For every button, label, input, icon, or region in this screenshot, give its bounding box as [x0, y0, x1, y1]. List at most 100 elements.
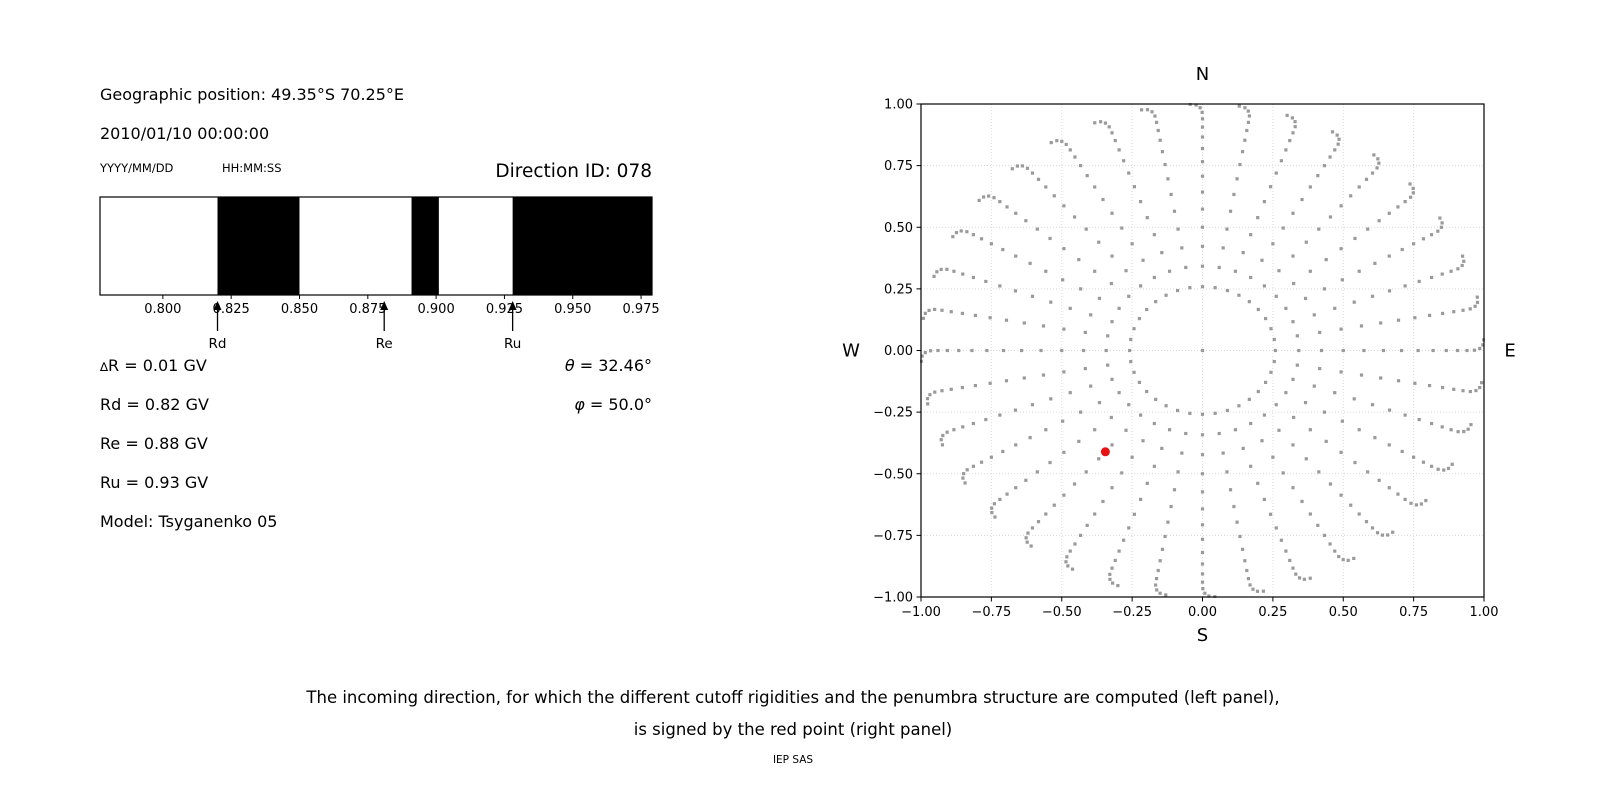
ray-dot [1387, 254, 1391, 258]
ray-dot [1200, 523, 1205, 527]
ray-dot [1200, 174, 1205, 178]
ray-dot [1139, 200, 1143, 204]
ray-dot [1139, 108, 1144, 112]
ray-dot [971, 464, 976, 468]
ray-dot [965, 468, 969, 472]
ray-dot [1291, 443, 1295, 447]
ray-dot [1362, 348, 1366, 353]
ray-dot [1200, 110, 1204, 114]
x-tick-label: 0.25 [1258, 605, 1287, 620]
ray-dot [1461, 308, 1465, 312]
ray-dot [1456, 348, 1460, 353]
ray-dot [1129, 359, 1133, 364]
ray-dot [1335, 133, 1339, 137]
theta-value: θ = 32.46° [500, 356, 652, 375]
ray-dot [1312, 313, 1316, 317]
ray-dot [979, 460, 984, 464]
ray-dot [1241, 251, 1245, 255]
ray-dot [1436, 229, 1440, 233]
penumbra-band [512, 197, 652, 295]
ray-dot [1460, 254, 1465, 258]
ray-dot [1093, 512, 1097, 516]
geographic-position-text: Geographic position: 49.35°S 70.25°E [100, 85, 405, 104]
ray-dot [1172, 488, 1177, 492]
ray-dot [1353, 460, 1357, 465]
ray-dot [920, 354, 924, 358]
ray-dot [1153, 114, 1157, 118]
theta-symbol: θ [564, 356, 575, 375]
ray-dot [1427, 383, 1432, 388]
ray-dot [1122, 538, 1126, 542]
x-tick-label: 1.00 [1470, 605, 1499, 620]
ray-dot [1232, 192, 1236, 197]
arrow-head-icon [508, 301, 517, 310]
ray-dot [1293, 125, 1297, 129]
ray-dot [1156, 128, 1160, 133]
ray-dot [1120, 471, 1124, 475]
phi-rest: = 50.0° [584, 395, 652, 414]
ray-dot [1039, 348, 1043, 353]
ray-dot [1403, 413, 1407, 417]
x-tick-label: −0.50 [1042, 605, 1082, 620]
ray-dot [1353, 236, 1357, 241]
ray-dot [1200, 550, 1205, 555]
y-tick-label: 0.25 [884, 282, 913, 297]
ray-dot [1141, 258, 1145, 262]
ray-dot [1308, 185, 1312, 189]
ray-dot [1137, 317, 1142, 321]
ray-dot [998, 200, 1002, 204]
delta-r-value: ∆R = 0.01 GV [100, 356, 207, 375]
ray-dot [1376, 157, 1380, 161]
ray-dot [1145, 389, 1149, 394]
ray-dot [1070, 567, 1075, 571]
ray-dot [1145, 108, 1150, 112]
ray-dot [1022, 321, 1026, 325]
ray-dot [1217, 265, 1221, 270]
ray-dot [1449, 269, 1453, 273]
ray-dot [1324, 258, 1328, 262]
caption-line-1: The incoming direction, for which the di… [306, 688, 1280, 707]
ray-dot [1436, 467, 1440, 471]
ray-dot [962, 472, 966, 476]
ray-dot [1200, 264, 1205, 268]
penumbra-x-axis: 0.800 0.825 0.850 0.875 0.900 0.925 0.950 0.975 [144, 295, 660, 317]
ray-dot [1241, 446, 1245, 450]
ray-dot [1304, 457, 1308, 461]
ray-dot [1272, 337, 1276, 342]
ray-dot [1104, 348, 1108, 353]
ray-dot [1449, 428, 1453, 432]
ray-dot [1473, 304, 1477, 308]
ray-dot [1024, 219, 1028, 223]
ray-dot [1380, 533, 1385, 537]
ray-dot [1291, 211, 1295, 215]
ray-dot [1417, 417, 1421, 422]
ray-dot [1020, 164, 1025, 168]
ray-dot [1145, 216, 1149, 220]
ray-dot [961, 425, 965, 429]
compass-label-n: N [1196, 64, 1209, 85]
ray-dot [954, 230, 959, 235]
ray-dot [1152, 275, 1156, 280]
ray-dot [1291, 254, 1295, 258]
ray-dot [1357, 185, 1361, 189]
x-tick-label: 0.800 [144, 302, 181, 317]
ray-dot [1001, 348, 1006, 353]
ray-dot [977, 198, 981, 203]
ray-dot [1233, 269, 1238, 273]
ray-dot [1412, 242, 1416, 246]
ray-dot [1052, 503, 1056, 507]
ray-dot [971, 233, 976, 237]
ray-dot [939, 438, 943, 442]
ray-dot [1184, 431, 1188, 436]
ray-dot [1158, 138, 1162, 142]
ray-dot [1243, 106, 1247, 110]
ray-dot [1228, 488, 1233, 492]
ray-dot [1014, 443, 1018, 447]
ray-dot [1341, 558, 1345, 562]
ray-dot [1372, 153, 1376, 157]
compass-label-s: S [1197, 625, 1208, 646]
ray-dot [1188, 286, 1192, 290]
red-direction-point [1100, 447, 1110, 457]
ray-dot [1249, 275, 1253, 280]
ray-dot [1387, 486, 1391, 490]
